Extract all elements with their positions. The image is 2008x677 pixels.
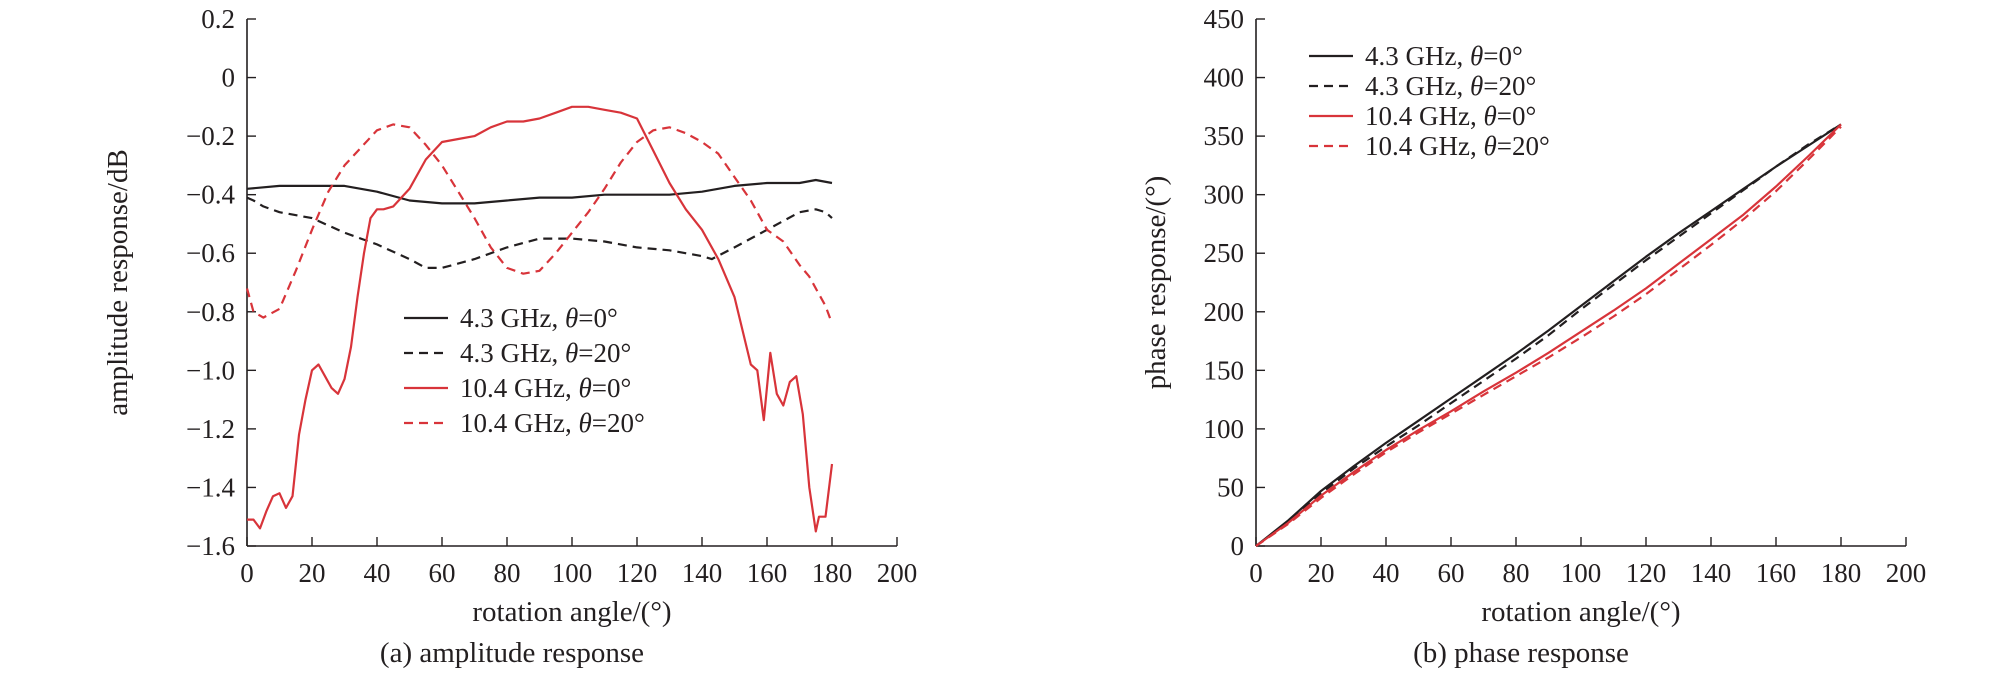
series-line-4 — [1255, 125, 1842, 547]
y-tick-label: 300 — [1204, 180, 1245, 210]
series-line-3 — [1255, 123, 1842, 547]
x-tick-label: 0 — [240, 558, 254, 588]
y-tick-label: 450 — [1204, 4, 1245, 34]
panel-amplitude-response: 0 20 40 60 80 100 120 140 160 180 200 −1.6 −1.4 −1.2 −… — [102, 4, 917, 669]
x-tick-label: 80 — [494, 558, 521, 588]
legend-angle: =20° — [578, 338, 631, 368]
y-tick-label: 50 — [1217, 472, 1244, 502]
y-tick-label: 150 — [1204, 355, 1245, 385]
legend-angle: =20° — [1483, 71, 1536, 101]
legend-theta: θ — [1483, 101, 1496, 131]
legend-frequency: 4.3 GHz, — [1365, 41, 1470, 71]
y-axis-label: phase response/(°) — [1140, 176, 1172, 390]
legend-angle: =0° — [1483, 41, 1523, 71]
legend-label: 4.3 GHz, θ=20° — [1365, 71, 1536, 101]
series-line-1 — [246, 178, 833, 205]
panel-phase-response: 0 20 40 60 80 100 120 140 160 180 200 0 50 100 150 200 2… — [1140, 4, 1926, 669]
y-tick-label: 100 — [1204, 414, 1245, 444]
legend-label: 10.4 GHz, θ=20° — [1365, 131, 1550, 161]
x-tick-label: 100 — [1561, 558, 1602, 588]
legend-theta: θ — [565, 303, 578, 333]
legend-frequency: 10.4 GHz, — [460, 408, 578, 438]
legend-angle: =0° — [592, 373, 632, 403]
x-tick-label: 40 — [364, 558, 391, 588]
x-tick-label: 60 — [429, 558, 456, 588]
x-tick-label: 180 — [1821, 558, 1862, 588]
x-tick-label: 80 — [1503, 558, 1530, 588]
legend-frequency: 10.4 GHz, — [1365, 131, 1483, 161]
x-tick-label: 160 — [747, 558, 788, 588]
y-tick-label: −0.8 — [186, 297, 235, 327]
x-tick-label: 40 — [1373, 558, 1400, 588]
series-line-3 — [247, 105, 834, 533]
legend-label: 4.3 GHz, θ=20° — [460, 338, 631, 368]
legend-theta: θ — [1483, 131, 1496, 161]
x-tick-label: 100 — [552, 558, 593, 588]
legend-frequency: 4.3 GHz, — [460, 338, 565, 368]
y-tick-label: 0 — [1231, 531, 1245, 561]
x-tick-label: 160 — [1756, 558, 1797, 588]
series-line-2 — [246, 196, 833, 269]
legend-label: 4.3 GHz, θ=0° — [1365, 41, 1523, 71]
x-tick-label: 60 — [1438, 558, 1465, 588]
panel-caption: (b) phase response — [1413, 637, 1629, 669]
y-tick-label: 350 — [1204, 121, 1245, 151]
legend-angle: =20° — [592, 408, 645, 438]
legend: 4.3 GHz, θ=0°4.3 GHz, θ=20°10.4 GHz, θ=0… — [404, 303, 645, 438]
x-tick-label: 200 — [877, 558, 918, 588]
x-tick-label: 200 — [1886, 558, 1927, 588]
y-tick-label: −0.2 — [186, 121, 235, 151]
x-axis-label: rotation angle/(°) — [472, 596, 671, 628]
x-tick-label: 180 — [812, 558, 853, 588]
x-tick-label: 20 — [1308, 558, 1335, 588]
y-tick-label: −1.0 — [186, 355, 235, 385]
legend-angle: =0° — [578, 303, 618, 333]
y-tick-label: −0.4 — [186, 180, 235, 210]
y-tick-label: −1.4 — [186, 472, 235, 502]
x-axis-label: rotation angle/(°) — [1481, 596, 1680, 628]
x-tick-label: 120 — [1626, 558, 1667, 588]
legend-theta: θ — [578, 408, 591, 438]
legend-angle: =0° — [1497, 101, 1537, 131]
legend-label: 10.4 GHz, θ=0° — [460, 373, 631, 403]
legend-theta: θ — [565, 338, 578, 368]
legend-frequency: 4.3 GHz, — [460, 303, 565, 333]
legend-theta: θ — [1470, 41, 1483, 71]
x-tick-label: 140 — [682, 558, 723, 588]
series-line-2 — [1255, 123, 1842, 547]
legend-label: 4.3 GHz, θ=0° — [460, 303, 618, 333]
y-tick-label: 250 — [1204, 238, 1245, 268]
x-tick-label: 20 — [299, 558, 326, 588]
legend-theta: θ — [1470, 71, 1483, 101]
y-tick-label: −1.6 — [186, 531, 235, 561]
legend-frequency: 10.4 GHz, — [460, 373, 578, 403]
legend-frequency: 10.4 GHz, — [1365, 101, 1483, 131]
y-tick-label: −1.2 — [186, 414, 235, 444]
x-tick-label: 140 — [1691, 558, 1732, 588]
panel-caption: (a) amplitude response — [380, 637, 644, 669]
legend: 4.3 GHz, θ=0°4.3 GHz, θ=20°10.4 GHz, θ=0… — [1309, 41, 1550, 161]
series-line-4 — [245, 123, 834, 324]
y-tick-label: 200 — [1204, 297, 1245, 327]
x-tick-label: 0 — [1249, 558, 1263, 588]
y-tick-label: 0.2 — [201, 4, 235, 34]
legend-angle: =20° — [1497, 131, 1550, 161]
y-axis-label: amplitude response/dB — [102, 149, 134, 416]
legend-label: 10.4 GHz, θ=0° — [1365, 101, 1536, 131]
legend-label: 10.4 GHz, θ=20° — [460, 408, 645, 438]
y-tick-label: −0.6 — [186, 238, 235, 268]
y-tick-label: 0 — [222, 63, 236, 93]
y-tick-label: 400 — [1204, 63, 1245, 93]
x-tick-label: 120 — [617, 558, 658, 588]
legend-theta: θ — [578, 373, 591, 403]
legend-frequency: 4.3 GHz, — [1365, 71, 1470, 101]
